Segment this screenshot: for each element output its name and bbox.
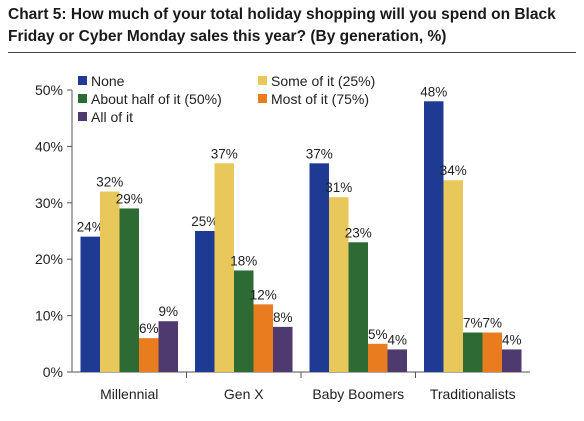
- legend-swatch-about-half-of-it-50: [78, 94, 87, 103]
- legend-label-some-of-it-25: Some of it (25%): [271, 73, 375, 89]
- legend-swatch-some-of-it-25: [258, 76, 267, 85]
- bar-some-of-it-25-gen-x: [214, 163, 234, 372]
- bar-about-half-of-it-50-traditionalists: [463, 332, 483, 372]
- bar-all-of-it-baby-boomers: [387, 349, 407, 372]
- legend-swatch-none: [78, 76, 87, 85]
- data-label: 6%: [139, 321, 159, 336]
- data-label: 18%: [230, 253, 257, 268]
- data-label: 4%: [502, 332, 522, 347]
- bar-none-baby-boomers: [309, 163, 329, 372]
- y-tick-label: 30%: [35, 195, 63, 211]
- data-label: 25%: [191, 214, 218, 229]
- title-underline: [8, 52, 576, 53]
- data-label: 7%: [482, 316, 502, 331]
- y-tick-label: 10%: [35, 308, 63, 324]
- bar-none-traditionalists: [424, 101, 444, 372]
- y-tick-label: 20%: [35, 251, 63, 267]
- y-tick-label: 0%: [43, 364, 63, 380]
- bar-some-of-it-25-traditionalists: [443, 180, 463, 372]
- legend-swatch-most-of-it-75: [258, 94, 267, 103]
- legend-label-most-of-it-75: Most of it (75%): [271, 91, 369, 107]
- data-label: 29%: [116, 191, 143, 206]
- data-label: 23%: [345, 225, 372, 240]
- legend-label-about-half-of-it-50: About half of it (50%): [91, 91, 222, 107]
- bar-all-of-it-traditionalists: [502, 349, 522, 372]
- x-tick-label: Millennial: [100, 386, 158, 402]
- bar-most-of-it-75-baby-boomers: [368, 343, 388, 372]
- bar-about-half-of-it-50-millennial: [119, 208, 139, 372]
- x-tick-label: Traditionalists: [430, 386, 516, 402]
- bar-about-half-of-it-50-baby-boomers: [348, 242, 368, 372]
- data-label: 37%: [306, 146, 333, 161]
- bar-most-of-it-75-gen-x: [253, 304, 273, 372]
- bar-some-of-it-25-baby-boomers: [329, 197, 349, 372]
- data-label: 34%: [440, 163, 467, 178]
- data-label: 32%: [96, 175, 123, 190]
- bar-none-millennial: [80, 236, 100, 372]
- data-label: 37%: [211, 146, 238, 161]
- y-tick-label: 40%: [35, 138, 63, 154]
- bar-most-of-it-75-traditionalists: [482, 332, 502, 372]
- data-label: 31%: [325, 180, 352, 195]
- data-label: 9%: [158, 304, 178, 319]
- data-label: 7%: [463, 316, 483, 331]
- x-tick-label: Baby Boomers: [312, 386, 404, 402]
- legend-label-all-of-it: All of it: [91, 109, 133, 125]
- legend-label-none: None: [91, 73, 125, 89]
- y-tick-label: 50%: [35, 82, 63, 98]
- bar-none-gen-x: [195, 231, 215, 372]
- bar-about-half-of-it-50-gen-x: [234, 270, 254, 372]
- data-label: 8%: [273, 310, 293, 325]
- bar-most-of-it-75-millennial: [139, 338, 159, 372]
- data-label: 5%: [368, 327, 388, 342]
- chart-title: Chart 5: How much of your total holiday …: [8, 6, 556, 45]
- x-tick-label: Gen X: [224, 386, 264, 402]
- bar-all-of-it-millennial: [158, 321, 178, 372]
- bar-all-of-it-gen-x: [273, 326, 293, 372]
- bar-some-of-it-25-millennial: [100, 191, 120, 372]
- data-label: 12%: [250, 287, 277, 302]
- data-label: 48%: [420, 84, 447, 99]
- legend-swatch-all-of-it: [78, 112, 87, 121]
- data-label: 24%: [77, 220, 104, 235]
- data-label: 4%: [387, 332, 407, 347]
